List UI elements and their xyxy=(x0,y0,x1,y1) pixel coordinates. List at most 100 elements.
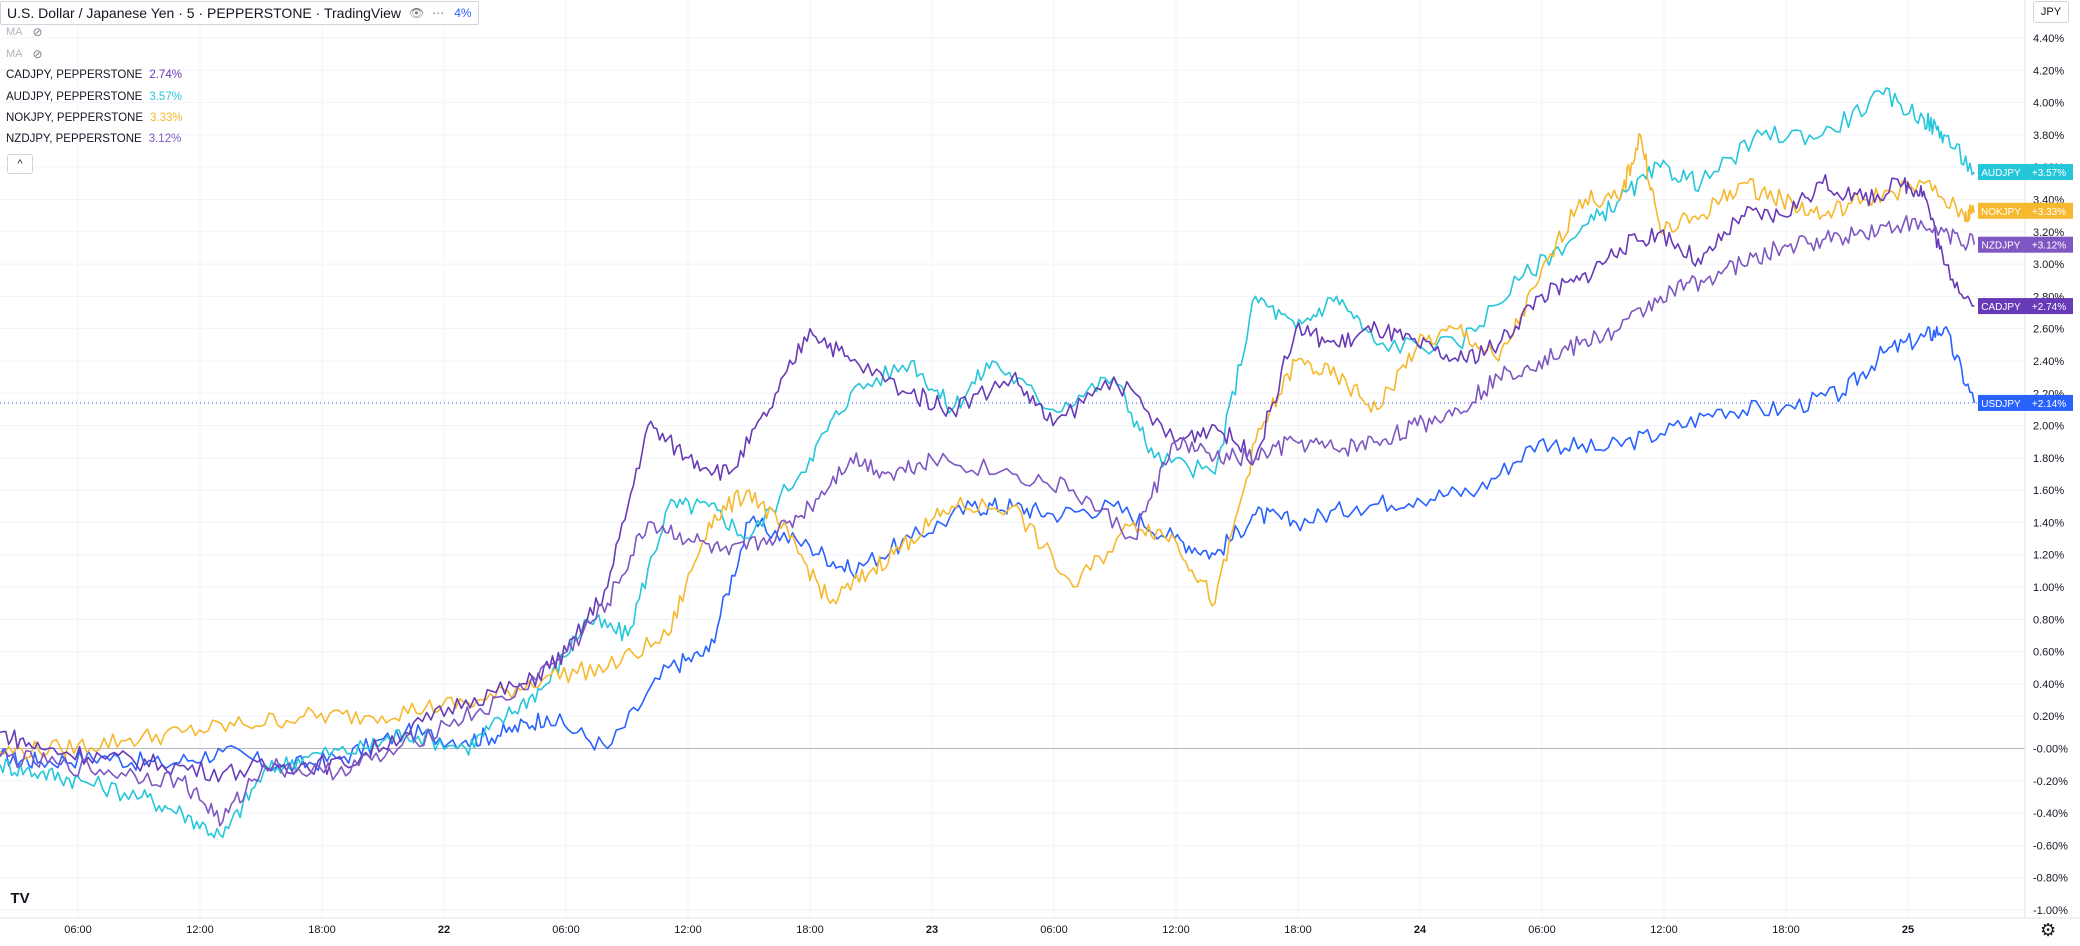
collapse-legend-button[interactable]: ^ xyxy=(7,154,33,174)
value-tag-text: +3.57% xyxy=(2032,168,2066,179)
y-tick-label: 1.40% xyxy=(2033,517,2064,529)
symbol-tag xyxy=(1978,394,2025,411)
tradingview-logo[interactable]: TV xyxy=(10,889,30,907)
y-tick-label: 1.60% xyxy=(2033,485,2064,497)
x-tick-label: 18:00 xyxy=(1772,924,1800,936)
currency-button[interactable]: JPY xyxy=(2033,1,2069,23)
symbol-title[interactable]: U.S. Dollar / Japanese Yen · 5 · PEPPERS… xyxy=(7,5,402,21)
y-tick-label: -0.80% xyxy=(2033,873,2068,885)
series-line-nzdjpy xyxy=(0,215,1976,827)
symbol-tag xyxy=(1978,164,2025,181)
x-tick-label: 18:00 xyxy=(796,924,824,936)
x-tick-label: 18:00 xyxy=(308,924,336,936)
x-tick-label: 18:00 xyxy=(1284,924,1312,936)
legend-symbol: CADJPY, PEPPERSTONE xyxy=(6,69,143,81)
price-axis-bg xyxy=(2025,0,2080,946)
symbol-tag xyxy=(1978,236,2025,253)
y-tick-label: 2.60% xyxy=(2033,324,2064,336)
symbol-tag xyxy=(1978,202,2025,219)
value-tag-text: +2.14% xyxy=(2032,399,2066,410)
symbol-tag-text: CADJPY xyxy=(1981,302,2021,313)
eye-off-icon[interactable]: ⊘ xyxy=(32,25,43,39)
indicator-ma-1[interactable]: MA ⊘ xyxy=(6,25,43,39)
series-line-audjpy xyxy=(0,87,1976,839)
series-line-nokjpy xyxy=(0,133,1976,760)
value-tag-text: +3.12% xyxy=(2032,241,2066,252)
y-tick-label: -0.00% xyxy=(2033,744,2068,756)
main-symbol-legend[interactable]: U.S. Dollar / Japanese Yen · 5 · PEPPERS… xyxy=(0,1,479,25)
symbol-tag-text: AUDJPY xyxy=(1981,168,2021,179)
y-tick-label: 0.80% xyxy=(2033,614,2064,626)
y-tick-label: 0.20% xyxy=(2033,711,2064,723)
price-label-usdjpy: USDJPY +2.14% xyxy=(1978,394,2073,411)
symbol-tag-text: USDJPY xyxy=(1981,399,2021,410)
y-tick-label: 1.80% xyxy=(2033,453,2064,465)
price-label-audjpy: AUDJPY +3.57% xyxy=(1978,164,2073,181)
y-tick-label: 3.80% xyxy=(2033,130,2064,142)
x-tick-label: 25 xyxy=(1902,924,1914,936)
x-tick-label: 23 xyxy=(926,924,938,936)
legend-row[interactable]: NZDJPY, PEPPERSTONE 3.12% xyxy=(6,133,181,145)
y-tick-label: 4.40% xyxy=(2033,33,2064,45)
value-tag xyxy=(2025,236,2073,253)
currency-label: JPY xyxy=(2040,6,2062,18)
legend-value: 3.12% xyxy=(148,133,182,145)
value-tag xyxy=(2025,164,2073,181)
y-tick-label: -0.40% xyxy=(2033,808,2068,820)
chevron-up-icon: ^ xyxy=(17,158,23,170)
legend-value: 3.33% xyxy=(149,112,183,124)
y-tick-label: 3.00% xyxy=(2033,259,2064,271)
legend-symbol: AUDJPY, PEPPERSTONE xyxy=(6,91,143,103)
value-tag-text: +2.74% xyxy=(2032,302,2066,313)
gear-icon[interactable]: ⚙ xyxy=(2040,920,2057,940)
legend-value: 3.57% xyxy=(149,91,182,103)
y-tick-label: -0.60% xyxy=(2033,840,2068,852)
x-tick-label: 12:00 xyxy=(1650,924,1678,936)
y-tick-label: -0.20% xyxy=(2033,776,2068,788)
symbol-tag-text: NZDJPY xyxy=(1982,241,2021,252)
y-tick-label: -1.00% xyxy=(2033,905,2068,917)
x-tick-label: 12:00 xyxy=(1162,924,1190,936)
x-tick-label: 24 xyxy=(1414,924,1427,936)
indicator-label: MA xyxy=(6,48,23,60)
symbol-tag xyxy=(1978,298,2025,315)
y-tick-label: 0.60% xyxy=(2033,647,2064,659)
y-tick-label: 0.40% xyxy=(2033,679,2064,691)
legend-row[interactable]: AUDJPY, PEPPERSTONE 3.57% xyxy=(6,91,182,103)
price-label-nokjpy: NOKJPY +3.33% xyxy=(1978,202,2073,219)
legend-symbol: NOKJPY, PEPPERSTONE xyxy=(6,112,143,124)
eye-off-icon[interactable]: ⊘ xyxy=(32,47,43,61)
more-icon[interactable]: ⋯ xyxy=(432,6,445,20)
indicator-label: MA xyxy=(6,26,23,38)
value-tag xyxy=(2025,298,2073,315)
x-tick-label: 06:00 xyxy=(1528,924,1556,936)
y-tick-label: 2.00% xyxy=(2033,421,2064,433)
series-lines xyxy=(0,87,1976,839)
series-price-labels: USDJPY +2.14% AUDJPY +3.57% NOKJPY +3.33% CADJ… xyxy=(1978,164,2073,411)
y-tick-label: 4.20% xyxy=(2033,65,2064,77)
legend-symbol: NZDJPY, PEPPERSTONE xyxy=(6,133,142,145)
x-tick-label: 12:00 xyxy=(186,924,214,936)
x-tick-label: 06:00 xyxy=(1040,924,1068,936)
zero-line xyxy=(0,402,2025,750)
price-label-nzdjpy: NZDJPY +3.12% xyxy=(1978,236,2073,253)
price-label-cadjpy: CADJPY +2.74% xyxy=(1978,298,2073,315)
y-tick-label: 2.40% xyxy=(2033,356,2064,368)
value-tag-text: +3.33% xyxy=(2032,207,2066,218)
legend-row[interactable]: NOKJPY, PEPPERSTONE 3.33% xyxy=(6,112,183,124)
value-tag xyxy=(2025,202,2073,219)
x-tick-label: 12:00 xyxy=(674,924,702,936)
legend-row[interactable]: CADJPY, PEPPERSTONE 2.74% xyxy=(6,69,182,81)
indicator-ma-2[interactable]: MA ⊘ xyxy=(6,47,43,61)
y-tick-label: 1.00% xyxy=(2033,582,2064,594)
x-tick-label: 06:00 xyxy=(552,924,580,936)
x-tick-label: 06:00 xyxy=(64,924,92,936)
eye-icon[interactable]: 👁 xyxy=(409,6,425,20)
legend-value: 2.74% xyxy=(149,69,182,81)
y-tick-label: 1.20% xyxy=(2033,550,2064,562)
value-tag xyxy=(2025,394,2073,411)
x-tick-label: 22 xyxy=(438,924,450,936)
y-tick-label: 4.00% xyxy=(2033,98,2064,110)
